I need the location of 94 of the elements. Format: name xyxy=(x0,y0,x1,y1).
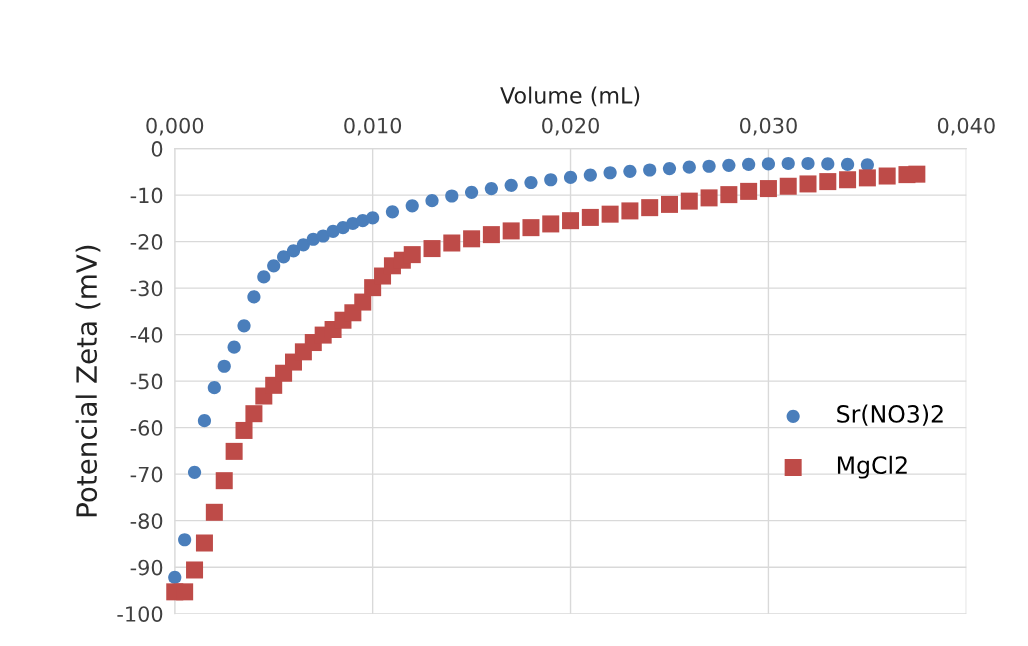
point xyxy=(225,442,243,460)
y-tick-label: -90 xyxy=(130,559,163,576)
point xyxy=(641,199,659,217)
point xyxy=(779,177,797,195)
point xyxy=(680,192,698,210)
point xyxy=(858,169,876,187)
point xyxy=(542,215,560,233)
point xyxy=(702,159,716,173)
y-tick-label: -40 xyxy=(130,327,163,343)
x-tick-label: 0,010 xyxy=(344,117,402,136)
point xyxy=(720,186,738,204)
point xyxy=(660,195,678,213)
point xyxy=(237,319,251,333)
point xyxy=(178,533,192,547)
point xyxy=(544,173,558,187)
point xyxy=(445,189,459,203)
point xyxy=(581,208,599,226)
point xyxy=(354,293,372,311)
point xyxy=(235,421,253,439)
y-tick-label: -10 xyxy=(130,187,163,204)
point xyxy=(781,156,795,171)
point xyxy=(257,270,271,284)
point xyxy=(267,259,281,273)
point xyxy=(186,561,204,579)
y-tick-label: -50 xyxy=(130,373,163,390)
y-tick-label: -60 xyxy=(130,420,163,436)
point xyxy=(502,222,520,240)
point xyxy=(908,165,926,183)
point xyxy=(621,202,639,220)
point xyxy=(463,230,481,248)
point xyxy=(839,171,857,189)
point xyxy=(215,472,233,490)
point xyxy=(841,157,855,171)
point xyxy=(286,244,301,258)
point xyxy=(522,219,540,237)
x-tick-label: 0,000 xyxy=(146,117,204,136)
y-axis-title: Potencial Zeta (mV) xyxy=(75,245,101,517)
point xyxy=(801,156,815,171)
point xyxy=(601,205,619,223)
point xyxy=(484,181,498,196)
y-tick-label: -80 xyxy=(130,513,163,529)
point xyxy=(524,175,538,190)
point xyxy=(247,290,261,304)
point xyxy=(227,340,241,354)
point xyxy=(197,414,212,428)
point xyxy=(603,166,617,180)
point xyxy=(405,199,419,213)
legend-label: Sr(NO3)2 xyxy=(837,404,943,426)
point xyxy=(205,503,223,521)
point xyxy=(277,250,291,264)
point xyxy=(623,164,637,178)
y-tick-label: -30 xyxy=(130,280,163,297)
x-tick-label: 0,020 xyxy=(542,117,599,136)
point xyxy=(504,178,518,192)
point xyxy=(799,175,817,193)
point xyxy=(562,212,580,230)
point xyxy=(423,240,441,258)
point xyxy=(168,570,182,585)
point xyxy=(207,381,221,395)
point xyxy=(563,170,578,185)
point xyxy=(482,226,500,244)
point xyxy=(195,534,213,552)
point xyxy=(821,157,835,171)
point xyxy=(643,163,657,177)
point xyxy=(682,160,696,174)
point xyxy=(425,194,439,208)
point xyxy=(385,205,400,219)
point xyxy=(465,185,479,199)
point xyxy=(176,583,194,601)
point xyxy=(187,465,202,479)
x-tick-label: 0,030 xyxy=(739,117,797,136)
point xyxy=(759,180,777,198)
y-tick-label: 0 xyxy=(151,141,163,157)
point xyxy=(296,238,310,252)
point xyxy=(700,189,718,207)
y-tick-label: -100 xyxy=(117,606,163,622)
point xyxy=(217,359,231,373)
point xyxy=(403,246,421,264)
point xyxy=(245,405,263,423)
point xyxy=(583,168,597,182)
point xyxy=(742,157,756,171)
legend-label: MgCl2 xyxy=(837,455,907,479)
point xyxy=(761,157,776,171)
point xyxy=(443,234,461,252)
point xyxy=(662,161,677,176)
point xyxy=(722,158,736,172)
x-axis-title: Volume (mL) xyxy=(500,86,640,107)
point xyxy=(819,173,837,191)
y-tick-label: -20 xyxy=(130,234,163,250)
x-tick-label: 0,040 xyxy=(937,117,995,136)
y-tick-label: -70 xyxy=(130,466,163,483)
point xyxy=(740,182,758,200)
point xyxy=(366,211,380,225)
point xyxy=(878,167,896,185)
